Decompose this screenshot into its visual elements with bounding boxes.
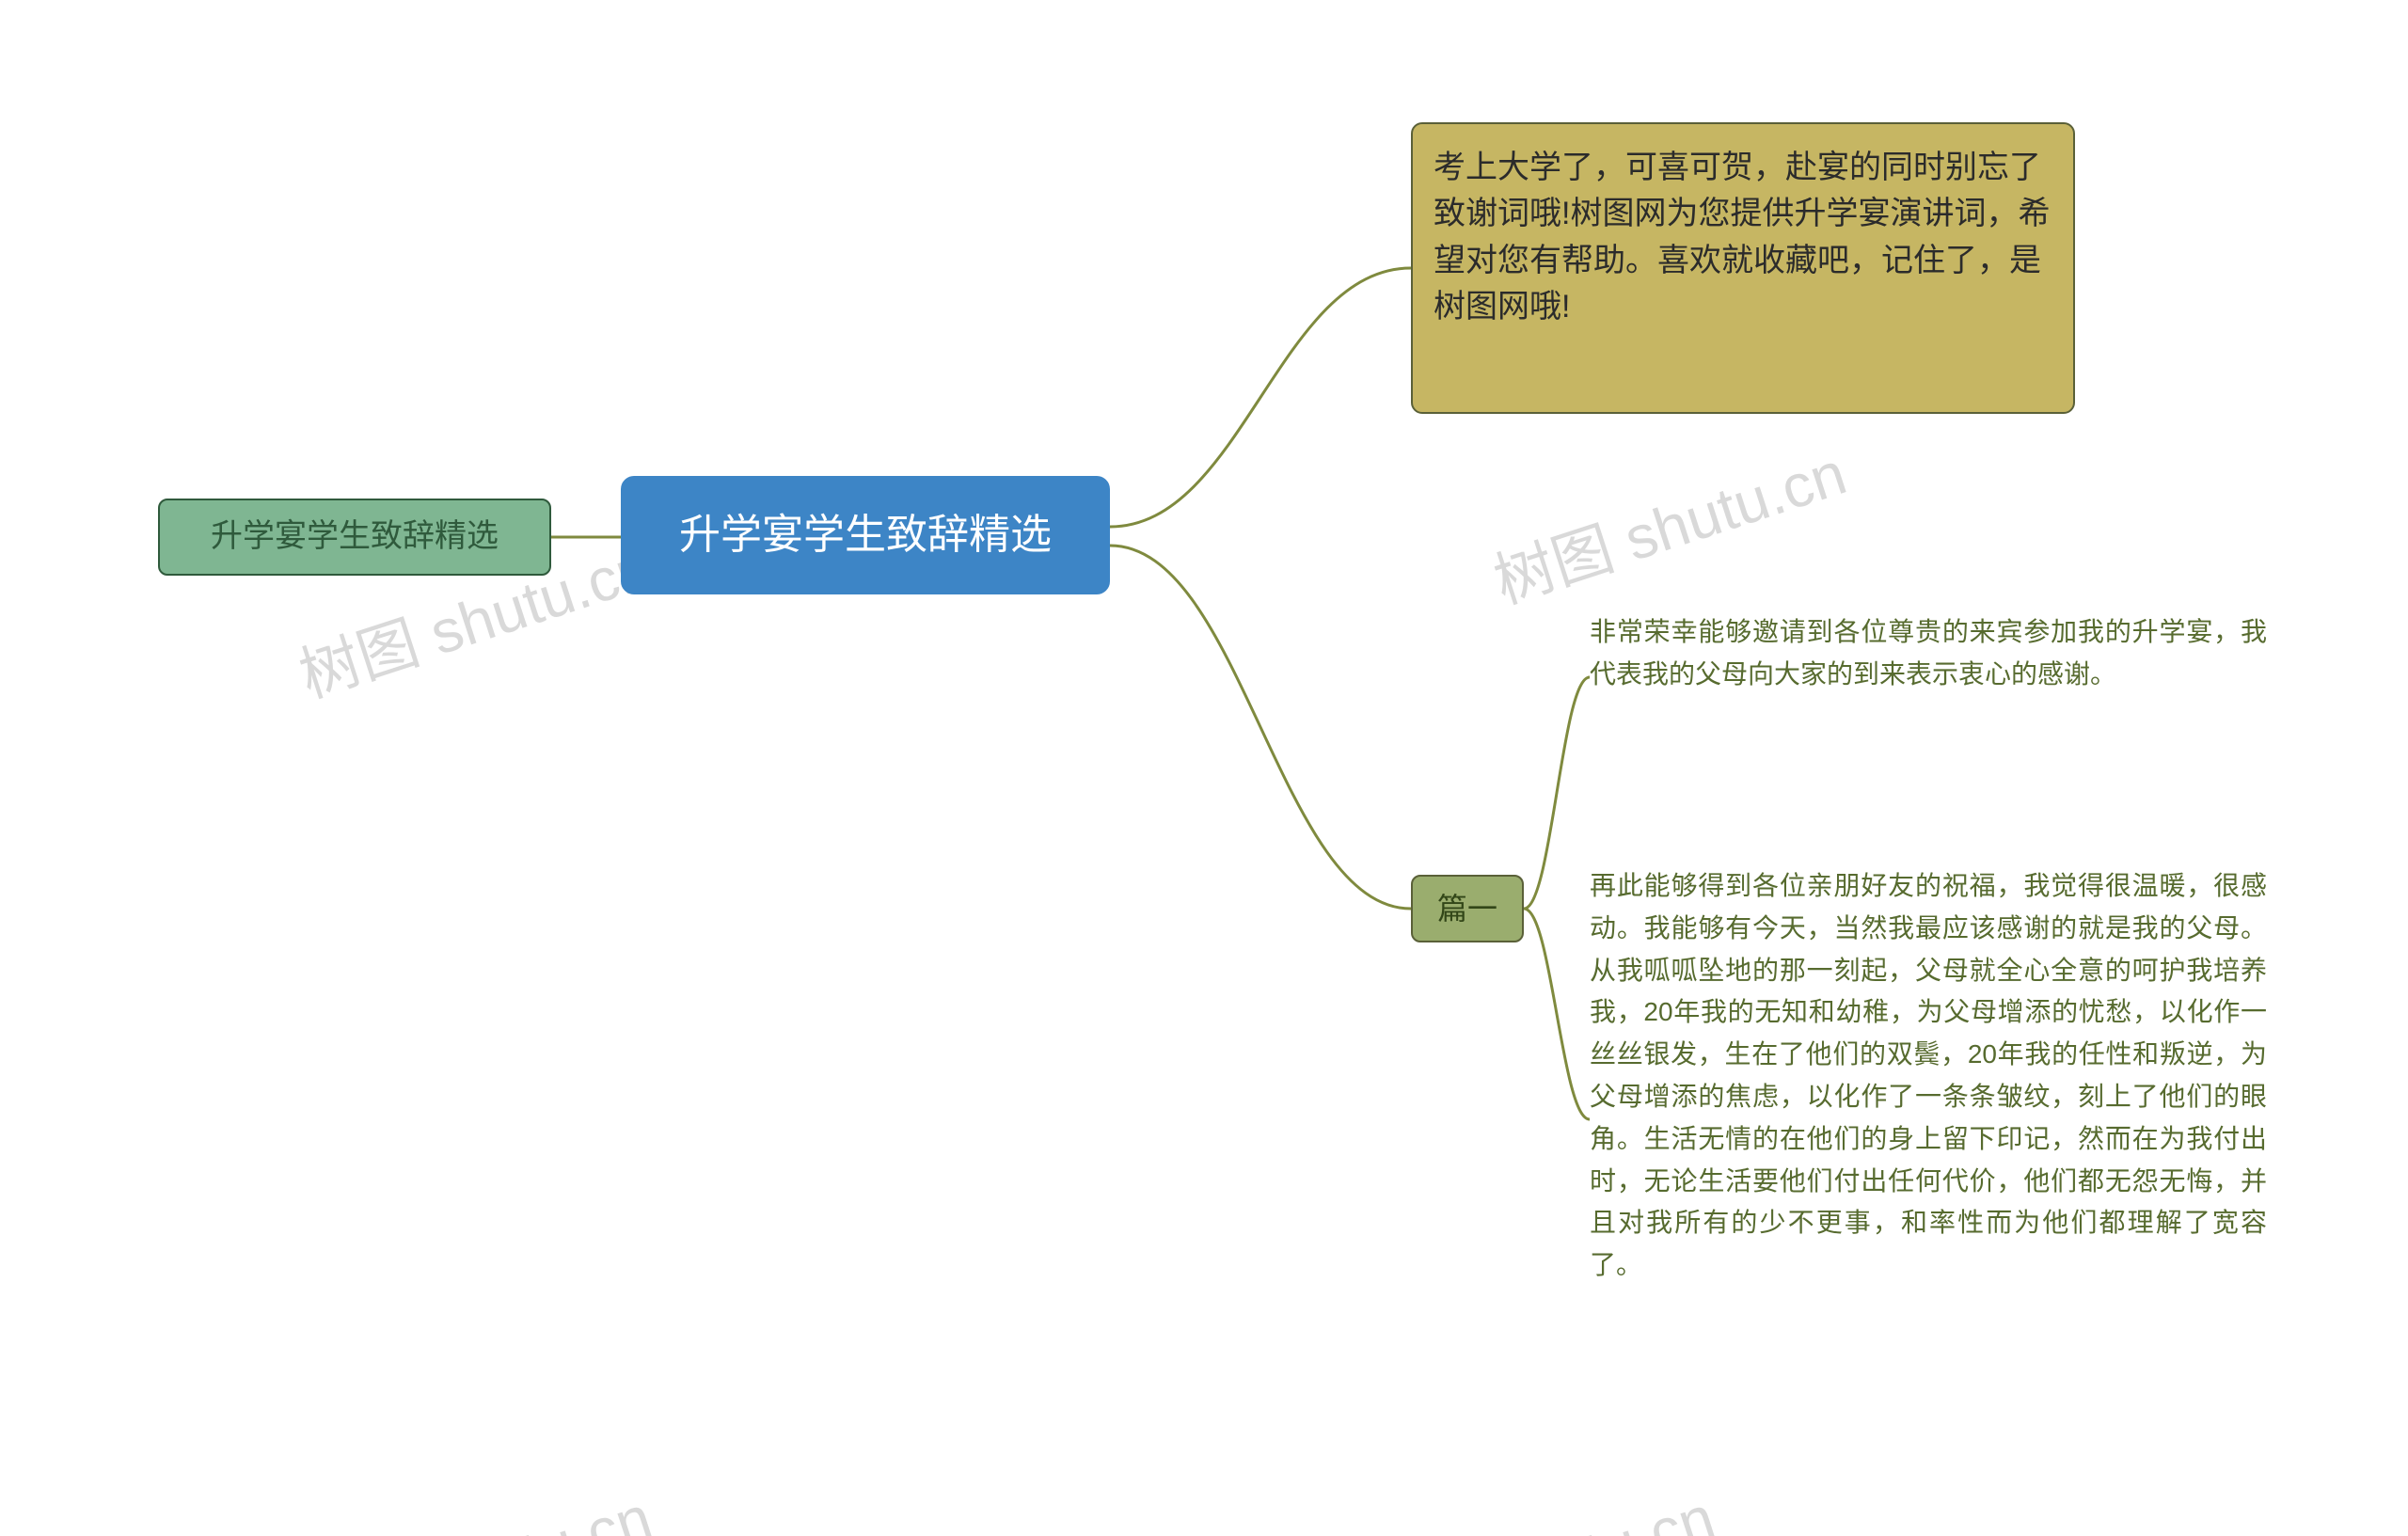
node-root-text: 升学宴学生致辞精选 (679, 505, 1052, 565)
node-section-one-text: 篇一 (1437, 887, 1497, 930)
leaf-paragraph-1-text: 非常荣幸能够邀请到各位尊贵的来宾参加我的升学宴，我代表我的父母向大家的到来表示衷… (1590, 617, 2267, 689)
node-intro[interactable]: 考上大学了，可喜可贺，赴宴的同时别忘了致谢词哦!树图网为您提供升学宴演讲词，希望… (1411, 122, 2075, 414)
leaf-paragraph-1[interactable]: 非常荣幸能够邀请到各位尊贵的来宾参加我的升学宴，我代表我的父母向大家的到来表示衷… (1590, 611, 2267, 696)
node-section-one[interactable]: 篇一 (1411, 875, 1524, 942)
node-left-title[interactable]: 升学宴学生致辞精选 (158, 499, 551, 576)
node-root[interactable]: 升学宴学生致辞精选 (621, 476, 1110, 594)
leaf-paragraph-2[interactable]: 再此能够得到各位亲朋好友的祝福，我觉得很温暖，很感动。我能够有今天，当然我最应该… (1590, 865, 2267, 1287)
leaf-paragraph-2-text: 再此能够得到各位亲朋好友的祝福，我觉得很温暖，很感动。我能够有今天，当然我最应该… (1590, 871, 2267, 1279)
node-left-text: 升学宴学生致辞精选 (211, 514, 499, 560)
node-intro-text: 考上大学了，可喜可贺，赴宴的同时别忘了致谢词哦!树图网为您提供升学宴演讲词，希望… (1434, 145, 2052, 330)
